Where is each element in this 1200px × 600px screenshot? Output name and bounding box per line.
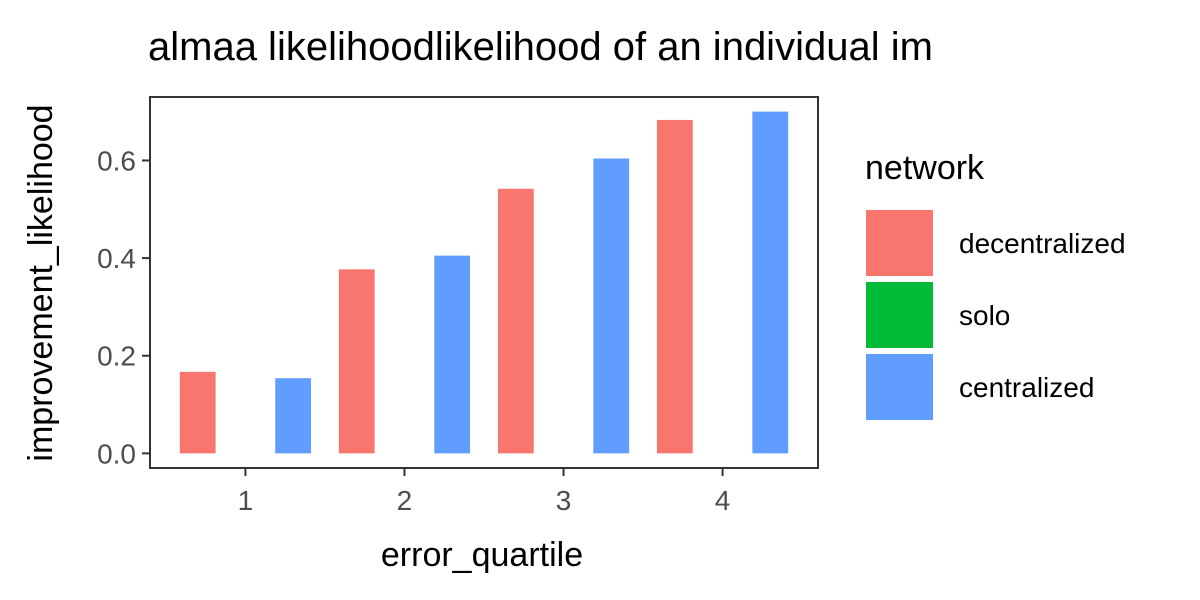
y-tick-label: 0.0 [97, 438, 136, 469]
y-axis-title: improvement_likelihood [22, 104, 60, 461]
legend-swatch-centralized [866, 354, 933, 420]
bar-centralized-3 [593, 158, 630, 454]
y-tick-label: 0.4 [97, 243, 136, 274]
bar-decentralized-4 [656, 119, 693, 454]
legend-label-centralized: centralized [959, 372, 1094, 403]
bar-centralized-1 [275, 378, 312, 454]
y-tick-label: 0.2 [97, 341, 136, 372]
bars-group [179, 111, 789, 454]
x-tick-label: 1 [238, 485, 254, 516]
legend-title: network [865, 149, 985, 187]
bar-decentralized-3 [497, 188, 534, 454]
y-tick-label: 0.6 [97, 145, 136, 176]
x-axis: 1 2 3 4 [238, 468, 731, 516]
x-tick-label: 2 [397, 485, 413, 516]
legend-swatch-decentralized [866, 210, 933, 276]
y-axis: 0.0 0.2 0.4 0.6 [97, 145, 150, 469]
legend: network decentralized solo centralized [865, 149, 1126, 420]
x-axis-title: error_quartile [381, 536, 583, 574]
x-tick-label: 4 [715, 485, 731, 516]
legend-label-solo: solo [959, 300, 1010, 331]
legend-label-decentralized: decentralized [959, 228, 1126, 259]
bar-centralized-4 [752, 111, 789, 454]
bar-centralized-2 [434, 255, 471, 454]
bar-decentralized-1 [179, 371, 216, 454]
bar-decentralized-2 [338, 269, 375, 454]
legend-swatch-solo [866, 282, 933, 348]
plot-panel [149, 96, 819, 469]
x-tick-label: 3 [556, 485, 572, 516]
chart-title: almaa likelihoodlikelihood of an individ… [148, 25, 933, 69]
